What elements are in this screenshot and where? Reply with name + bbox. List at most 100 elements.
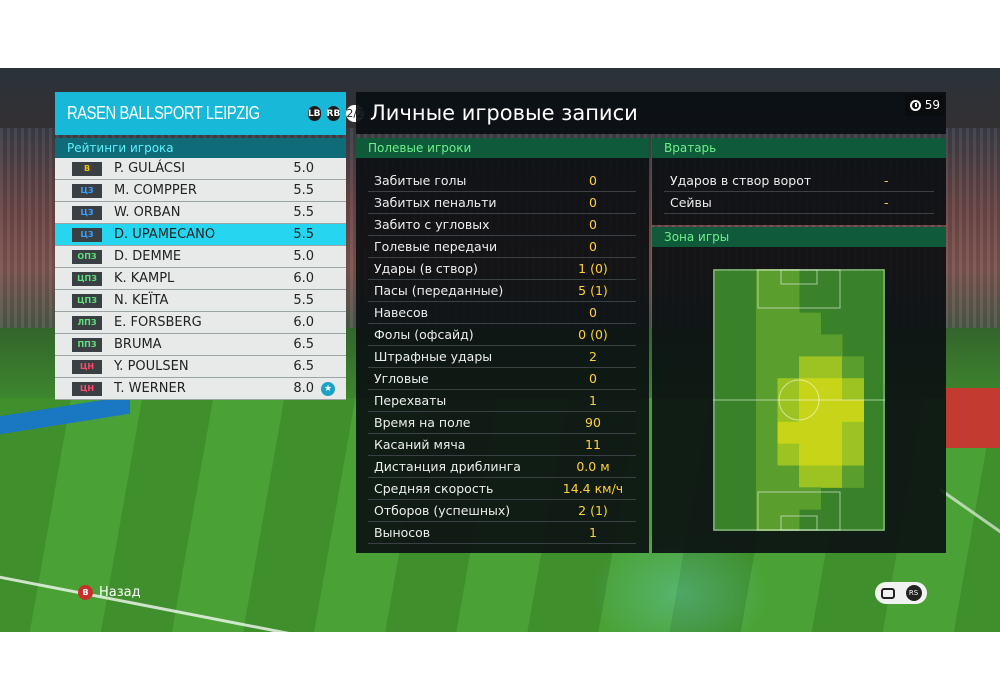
position-badge: ЦПЗ	[72, 271, 102, 286]
stat-value: 5 (1)	[578, 283, 608, 298]
heatmap-cell	[777, 269, 800, 292]
position-badge: ЦПЗ	[72, 293, 102, 308]
stat-row: Дистанция дриблинга 0.0 м	[368, 456, 636, 478]
stat-label: Средняя скорость	[374, 481, 494, 496]
rb-button[interactable]: RB	[326, 106, 341, 121]
play-zone-header: Зона игры	[652, 227, 946, 247]
field-players-panel: Полевые игроки Забитые голы 0 Забитых пена…	[356, 138, 649, 553]
heatmap-cell	[842, 443, 864, 466]
stat-value: 0 (0)	[578, 327, 608, 342]
lb-button[interactable]: LB	[307, 106, 321, 121]
player-name: N. KEÏTA	[114, 293, 169, 308]
field-players-header: Полевые игроки	[356, 138, 649, 158]
heatmap-cell	[756, 509, 778, 531]
heatmap-cell	[842, 378, 864, 401]
player-name: BRUMA	[114, 337, 162, 352]
stat-value: 11	[585, 437, 601, 452]
stat-label: Перехваты	[374, 393, 447, 408]
position-badge: ОПЗ	[72, 249, 102, 264]
stat-value: 0	[589, 305, 597, 320]
stat-label: Штрафные удары	[374, 349, 493, 364]
heatmap-cell	[777, 509, 800, 531]
stat-label: Забито с угловых	[374, 217, 490, 232]
position-badge: ЦН	[72, 381, 102, 396]
star-icon: ★	[321, 382, 335, 396]
stat-value: -	[884, 195, 889, 210]
stat-value: 0	[589, 195, 597, 210]
heatmap-cell	[820, 465, 843, 488]
stat-label: Навесов	[374, 305, 429, 320]
stat-row: Забито с угловых 0	[368, 214, 636, 236]
stat-label: Удары (в створ)	[374, 261, 478, 276]
player-name: D. DEMME	[114, 249, 182, 264]
heatmap-cell	[799, 356, 821, 379]
title-bar: Личные игровые записи	[356, 92, 946, 134]
player-rating: 5.5	[293, 293, 314, 308]
controls-hint[interactable]: RS	[875, 582, 927, 604]
player-rating: 6.5	[293, 337, 314, 352]
stat-label: Сейвы	[670, 195, 712, 210]
player-row[interactable]: ЦЗ W. ORBAN 5.5	[55, 202, 346, 224]
stat-label: Забитые голы	[374, 173, 467, 188]
player-rating: 5.0	[293, 161, 314, 176]
stat-row: Перехваты 1	[368, 390, 636, 412]
stat-label: Забитых пенальти	[374, 195, 497, 210]
stat-label: Пасы (переданные)	[374, 283, 504, 298]
player-name: K. KAMPL	[114, 271, 175, 286]
heatmap-cell	[777, 378, 800, 401]
stat-label: Дистанция дриблинга	[374, 459, 521, 474]
heatmap-cell	[756, 334, 778, 357]
position-badge: ЦЗ	[72, 183, 102, 198]
heatmap-cell	[756, 356, 778, 379]
player-rating: 6.0	[293, 315, 314, 330]
player-row[interactable]: ЦПЗ K. KAMPL 6.0	[55, 268, 346, 290]
player-name: P. GULÁCSI	[114, 161, 186, 176]
ad-board	[945, 388, 1000, 448]
stat-row: Пасы (переданные) 5 (1)	[368, 280, 636, 302]
stat-row: Угловые 0	[368, 368, 636, 390]
player-rating: 6.5	[293, 359, 314, 374]
heatmap-cell	[799, 378, 821, 401]
heatmap-cell	[777, 290, 800, 314]
heatmap-cell	[777, 421, 800, 445]
player-row[interactable]: ЦЗ M. COMPPER 5.5	[55, 180, 346, 202]
stat-label: Ударов в створ ворот	[670, 173, 812, 188]
page-title: Личные игровые записи	[370, 101, 638, 125]
heatmap-cell	[820, 443, 843, 466]
heatmap-cell	[777, 400, 800, 423]
stat-label: Выносов	[374, 525, 431, 540]
player-rating: 5.5	[293, 205, 314, 220]
player-name: W. ORBAN	[114, 205, 181, 220]
player-row[interactable]: ЦН Y. POULSEN 6.5	[55, 356, 346, 378]
player-row[interactable]: ОПЗ D. DEMME 5.0	[55, 246, 346, 268]
player-rating: 5.5	[293, 227, 314, 242]
heatmap-cell	[756, 400, 778, 423]
player-row[interactable]: ЦЗ D. UPAMECANO 5.5	[55, 224, 346, 246]
back-button[interactable]: B Назад	[78, 585, 141, 600]
player-row[interactable]: ППЗ BRUMA 6.5	[55, 334, 346, 356]
heatmap-cell	[756, 378, 778, 401]
player-row[interactable]: ЦПЗ N. KEÏTA 5.5	[55, 290, 346, 312]
stat-row: Навесов 0	[368, 302, 636, 324]
heatmap-cell	[842, 356, 864, 379]
stat-value: 0	[589, 239, 597, 254]
heatmap-cell	[820, 334, 843, 357]
player-name: T. WERNER	[114, 381, 186, 396]
heatmap-cell	[756, 290, 778, 314]
player-row[interactable]: ЛПЗ E. FORSBERG 6.0	[55, 312, 346, 334]
b-button-icon: B	[78, 585, 93, 600]
stat-value: 2 (1)	[578, 503, 608, 518]
goalkeeper-header: Вратарь	[652, 138, 946, 158]
heatmap-cell	[777, 356, 800, 379]
heatmap-cell	[756, 421, 778, 445]
stat-row: Средняя скорость 14.4 км/ч	[368, 478, 636, 500]
heatmap-cell	[842, 421, 864, 445]
player-name: M. COMPPER	[114, 183, 197, 198]
player-row[interactable]: В P. GULÁCSI 5.0	[55, 158, 346, 180]
player-row[interactable]: ЦН T. WERNER 8.0 ★	[55, 378, 346, 400]
stat-value: 0	[589, 217, 597, 232]
heatmap-cell	[777, 334, 800, 357]
heatmap-cell	[820, 400, 843, 423]
heatmap-cell	[777, 443, 800, 466]
heatmap-cell	[842, 465, 864, 488]
